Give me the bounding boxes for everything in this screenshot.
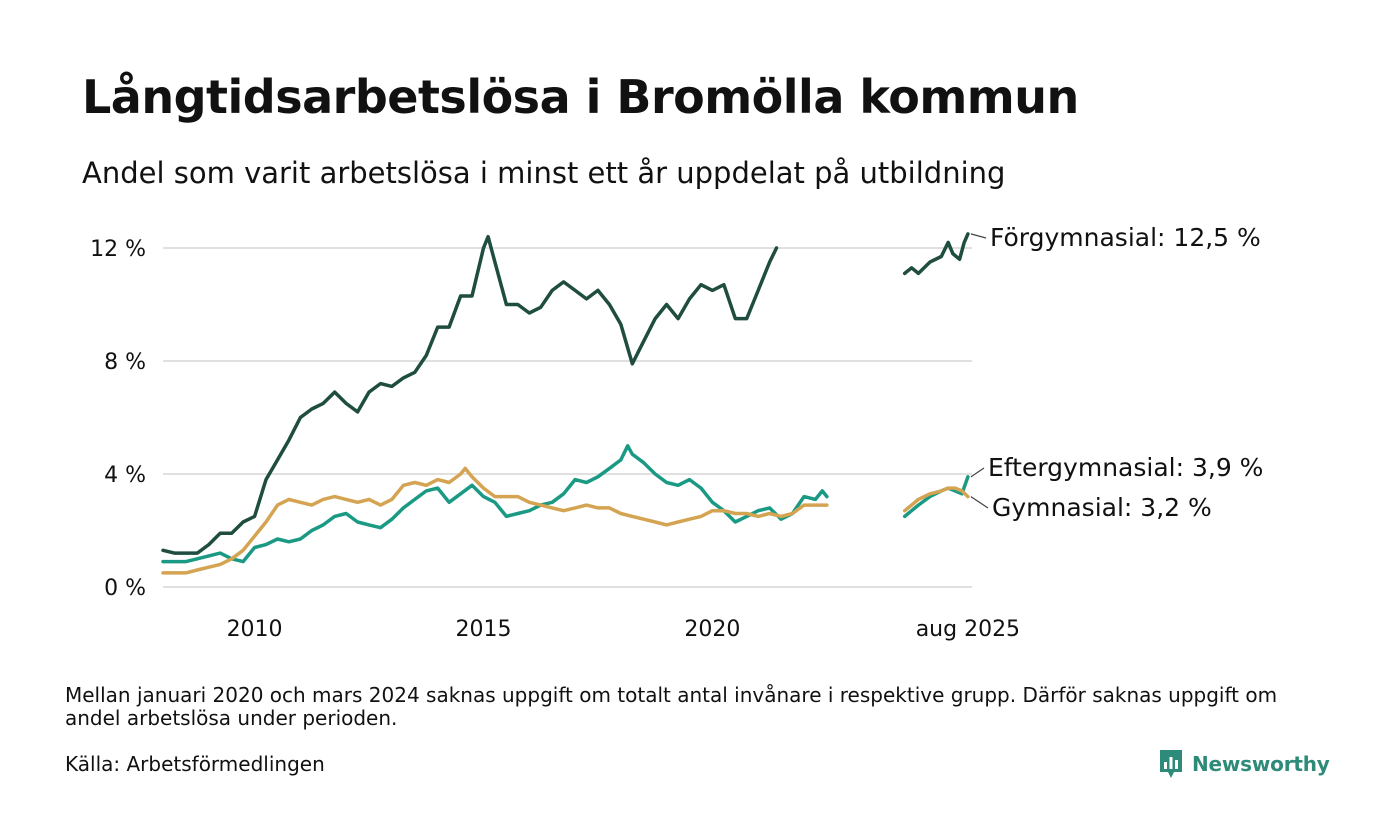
footnote: Mellan januari 2020 och mars 2024 saknas… (65, 683, 1278, 730)
end-label-leader-förgymnasial (970, 233, 987, 239)
series-line-eftergymnasial-1 (161, 444, 829, 564)
newsworthy-logo-icon (1160, 750, 1182, 778)
chart-subtitle: Andel som varit arbetslösa i minst ett å… (82, 156, 1006, 190)
series-line-förgymnasial-1 (161, 234, 779, 555)
x-tick-label: 2020 (684, 617, 740, 642)
x-tick-label: 2010 (227, 617, 283, 642)
series-line-förgymnasial-2 (902, 232, 970, 276)
series-line-gymnasial-1 (161, 466, 829, 575)
end-label-leader-eftergymnasial (970, 467, 985, 478)
x-tick-label: aug 2025 (916, 617, 1020, 642)
y-tick-label: 4 % (104, 463, 146, 488)
end-label-leader-gymnasial (970, 496, 989, 509)
end-label-förgymnasial: Förgymnasial: 12,5 % (990, 223, 1261, 252)
end-label-layer: Förgymnasial: 12,5 % Eftergymnasial: 3,9 … (970, 223, 1263, 522)
y-tick-label: 12 % (90, 237, 146, 262)
series-layer (161, 232, 970, 575)
end-label-eftergymnasial: Eftergymnasial: 3,9 % (988, 453, 1263, 482)
y-axis-ticks: 0 % 4 % 8 % 12 % (90, 237, 146, 601)
y-tick-label: 0 % (104, 576, 146, 601)
source-text: Källa: Arbetsförmedlingen (65, 752, 325, 776)
newsworthy-logo-text: Newsworthy (1192, 752, 1330, 776)
newsworthy-logo: Newsworthy (1158, 748, 1330, 780)
grid-layer (163, 247, 972, 588)
y-tick-label: 8 % (104, 350, 146, 375)
x-axis-ticks: 2010 2015 2020 aug 2025 (227, 617, 1020, 642)
end-label-gymnasial: Gymnasial: 3,2 % (992, 493, 1212, 522)
series-line-gymnasial-2 (902, 486, 970, 513)
line-chart: 0 % 4 % 8 % 12 % 2010 2015 2020 aug 2025 Förgy… (90, 223, 1263, 642)
series-line-eftergymnasial-2 (902, 475, 970, 519)
chart-title: Långtidsarbetslösa i Bromölla kommun (82, 70, 1079, 124)
x-tick-label: 2015 (455, 617, 511, 642)
